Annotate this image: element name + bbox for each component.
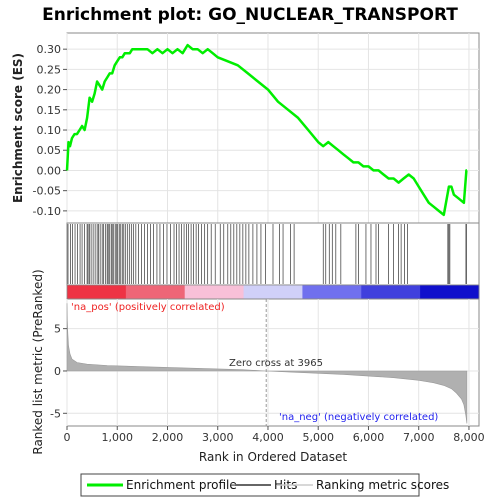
es-y-tick-label: 0.30 (37, 43, 62, 56)
x-tick-label: 3,000 (202, 431, 234, 444)
es-y-tick-label: 0.05 (37, 144, 62, 157)
ranking-bar-segment (420, 285, 480, 299)
ranking-color-bar (66, 284, 480, 300)
es-y-tick-label: -0.10 (33, 205, 61, 218)
ranking-bar-segment (67, 285, 127, 299)
metric-y-tick-label: -5 (50, 407, 61, 420)
ranking-bar-segment (361, 285, 421, 299)
hits-layer (67, 224, 467, 284)
es-y-tick-label: -0.05 (33, 185, 61, 198)
x-tick-label: 0 (64, 431, 71, 444)
legend: Enrichment profile Hits Ranking metric sco… (87, 478, 449, 492)
metric-y-tick-label: 0 (54, 365, 61, 378)
x-tick-label: 4,000 (252, 431, 284, 444)
neg-label: 'na_neg' (negatively correlated) (279, 412, 438, 423)
es-y-tick-label: 0.00 (37, 164, 62, 177)
es-y-axis-label: Enrichment score (ES) (11, 53, 25, 203)
x-ticks: 0 1,000 2,000 3,000 4,000 5,000 6,000 7,000 8,00… (64, 426, 485, 444)
es-panel-frame (66, 32, 480, 224)
metric-y-tick-label: 5 (54, 323, 61, 336)
enrichment-profile-line (65, 43, 468, 217)
zero-cross-label: Zero cross at 3965 (229, 358, 323, 369)
ranking-bar-segment (302, 285, 362, 299)
x-tick-label: 7,000 (403, 431, 435, 444)
legend-label-2: Ranking metric scores (316, 478, 449, 492)
x-tick-label: 5,000 (302, 431, 334, 444)
chart-title: Enrichment plot: GO_NUCLEAR_TRANSPORT (42, 5, 458, 25)
es-y-tick-label: 0.25 (37, 63, 62, 76)
x-tick-label: 2,000 (152, 431, 184, 444)
x-tick-label: 1,000 (101, 431, 133, 444)
metric-y-axis-label: Ranked list metric (PreRanked) (31, 269, 45, 454)
x-axis-label: Rank in Ordered Dataset (199, 450, 347, 464)
ranking-bar-segment (184, 285, 245, 299)
es-grid (66, 33, 479, 223)
es-y-tick-label: 0.15 (37, 104, 62, 117)
legend-label-0: Enrichment profile (126, 478, 237, 492)
es-y-ticks: 0.30 0.25 0.20 0.15 0.10 0.05 0.00 -0.05 -0.10 (33, 43, 67, 218)
metric-layer (66, 299, 468, 426)
x-tick-label: 6,000 (353, 431, 385, 444)
es-line-layer (65, 43, 468, 217)
metric-y-ticks: 5 0 -5 (50, 323, 67, 420)
ranking-metric-area (66, 303, 468, 424)
pos-label: 'na_pos' (positively correlated) (71, 302, 225, 313)
ranking-bar-segment (243, 285, 303, 299)
es-y-tick-label: 0.20 (37, 84, 62, 97)
metric-panel-frame (66, 298, 480, 427)
ranking-bar-segment (125, 285, 186, 299)
x-tick-label: 8,000 (453, 431, 485, 444)
es-y-tick-label: 0.10 (37, 124, 62, 137)
